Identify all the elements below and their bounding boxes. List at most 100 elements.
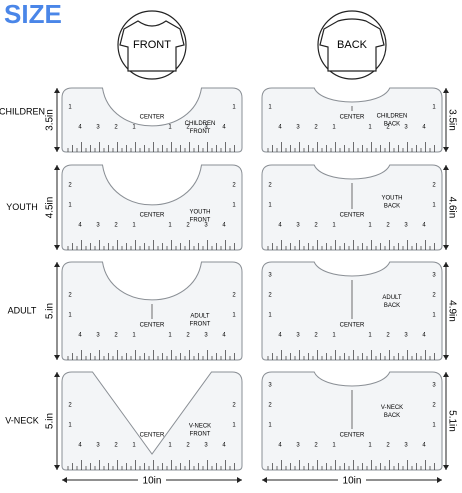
ruler-number: 2 bbox=[114, 443, 118, 449]
ruler-number: 1 bbox=[168, 443, 172, 449]
ruler-number: 1 bbox=[332, 223, 336, 229]
ruler-side-number: 2 bbox=[432, 183, 436, 189]
ruler-side-number: 1 bbox=[432, 203, 436, 209]
ruler-side-number: 2 bbox=[268, 293, 272, 299]
ruler-label: V-NECK bbox=[381, 405, 403, 411]
ruler: 1 1 1 1 2 2 3 3 4 4 CENTER CHILDREN FRONT bbox=[61, 87, 243, 153]
row-label: CHILDREN bbox=[0, 106, 45, 116]
ruler-side-number: 2 bbox=[432, 293, 436, 299]
ruler-number: 4 bbox=[222, 223, 226, 229]
ruler-side-number: 1 bbox=[268, 105, 272, 111]
ruler-number: 1 bbox=[368, 333, 372, 339]
ruler-number: 4 bbox=[78, 443, 82, 449]
column-label: BACK bbox=[337, 39, 368, 51]
ruler-number: 3 bbox=[296, 125, 300, 131]
ruler: 1 1 1 1 2 2 2 2 3 3 4 4 CENTER V-NECK FRONT bbox=[61, 371, 243, 471]
ruler-side-number: 2 bbox=[432, 403, 436, 409]
ruler-number: 2 bbox=[186, 223, 190, 229]
ruler-side-number: 3 bbox=[268, 273, 272, 279]
ruler-number: 4 bbox=[78, 125, 82, 131]
ruler-number: 4 bbox=[222, 333, 226, 339]
center-label: CENTER bbox=[140, 433, 165, 439]
ruler: 1 1 1 1 2 2 3 3 4 4 CENTER CHILDREN BACK bbox=[261, 87, 443, 153]
height-label: 4.5in bbox=[45, 197, 56, 219]
width-label: 10in bbox=[143, 476, 162, 487]
ruler-number: 2 bbox=[386, 223, 390, 229]
ruler-number: 4 bbox=[78, 223, 82, 229]
shirt-icon bbox=[319, 18, 385, 72]
center-label: CENTER bbox=[340, 115, 365, 121]
ruler-side-number: 1 bbox=[268, 313, 272, 319]
ruler-label: FRONT bbox=[190, 321, 211, 327]
ruler-number: 1 bbox=[368, 223, 372, 229]
ruler-side-number: 1 bbox=[268, 203, 272, 209]
ruler-side-number: 1 bbox=[432, 313, 436, 319]
label-bg bbox=[138, 474, 166, 486]
ruler-label: ADULT bbox=[190, 313, 210, 319]
ruler-body bbox=[261, 87, 443, 153]
ruler: 1 1 1 1 2 2 2 2 3 3 4 4 CENTER YOUTH FRONT bbox=[61, 164, 243, 251]
row-label: YOUTH bbox=[6, 202, 38, 212]
ruler: 1 1 1 1 2 2 2 2 3 3 4 4 CENTER YOUTH BACK bbox=[261, 164, 443, 251]
ruler-number: 2 bbox=[314, 223, 318, 229]
ruler-number: 4 bbox=[422, 125, 426, 131]
ruler-number: 4 bbox=[278, 443, 282, 449]
shirt-icon bbox=[119, 20, 185, 72]
ruler-number: 2 bbox=[114, 333, 118, 339]
ruler-number: 2 bbox=[186, 125, 190, 131]
ruler-label: BACK bbox=[384, 203, 400, 209]
ruler-number: 3 bbox=[404, 443, 408, 449]
ruler-side-number: 2 bbox=[268, 183, 272, 189]
ruler-side-number: 3 bbox=[268, 383, 272, 389]
ruler-number: 2 bbox=[386, 443, 390, 449]
ruler-label: CHILDREN bbox=[185, 121, 216, 127]
ruler-number: 1 bbox=[132, 125, 136, 131]
ruler-side-number: 3 bbox=[432, 383, 436, 389]
ruler-number: 2 bbox=[114, 125, 118, 131]
ruler-number: 3 bbox=[204, 333, 208, 339]
ruler-number: 4 bbox=[278, 333, 282, 339]
ruler-side-number: 1 bbox=[232, 423, 236, 429]
ruler-label: FRONT bbox=[190, 129, 211, 135]
ruler-number: 1 bbox=[332, 333, 336, 339]
height-label: 3.5in bbox=[446, 109, 457, 131]
ruler-side-number: 2 bbox=[268, 403, 272, 409]
center-label: CENTER bbox=[140, 213, 165, 219]
height-label: 4.9in bbox=[446, 300, 457, 322]
ruler-number: 1 bbox=[368, 443, 372, 449]
ruler-side-number: 1 bbox=[68, 423, 72, 429]
ruler-label: ADULT bbox=[382, 295, 402, 301]
column-label: FRONT bbox=[133, 39, 171, 51]
ruler: 1 1 1 1 2 2 2 2 3 3 4 4 CENTER ADULT FRONT bbox=[61, 261, 243, 361]
ruler-number: 2 bbox=[314, 333, 318, 339]
ruler-label: YOUTH bbox=[190, 209, 211, 215]
ruler-number: 3 bbox=[96, 223, 100, 229]
height-label: 5.1in bbox=[446, 410, 457, 432]
ruler-number: 4 bbox=[222, 125, 226, 131]
ruler-number: 1 bbox=[168, 333, 172, 339]
row-label: V-NECK bbox=[5, 415, 39, 425]
ruler-number: 3 bbox=[204, 125, 208, 131]
ruler-body bbox=[61, 87, 243, 153]
ruler-number: 1 bbox=[332, 443, 336, 449]
row-label: ADULT bbox=[8, 305, 37, 315]
ruler-number: 2 bbox=[314, 125, 318, 131]
ruler-number: 1 bbox=[132, 443, 136, 449]
ruler-side-number: 2 bbox=[68, 183, 72, 189]
center-label: CENTER bbox=[340, 323, 365, 329]
height-label: 5.in bbox=[45, 303, 56, 319]
ruler-label: BACK bbox=[384, 413, 400, 419]
center-label: CENTER bbox=[140, 115, 165, 121]
height-label: 5.in bbox=[45, 413, 56, 429]
ruler: 1 1 1 1 2 2 2 2 3 3 3 3 4 4 CENTER V-NECK BACK bbox=[261, 371, 443, 471]
ruler-number: 4 bbox=[278, 223, 282, 229]
ruler-number: 2 bbox=[386, 125, 390, 131]
ruler-number: 4 bbox=[222, 443, 226, 449]
ruler-number: 1 bbox=[132, 223, 136, 229]
ruler-side-number: 3 bbox=[432, 273, 436, 279]
ruler-side-number: 1 bbox=[232, 105, 236, 111]
center-label: CENTER bbox=[140, 323, 165, 329]
ruler-label: FRONT bbox=[190, 217, 211, 223]
ruler-side-number: 1 bbox=[268, 423, 272, 429]
